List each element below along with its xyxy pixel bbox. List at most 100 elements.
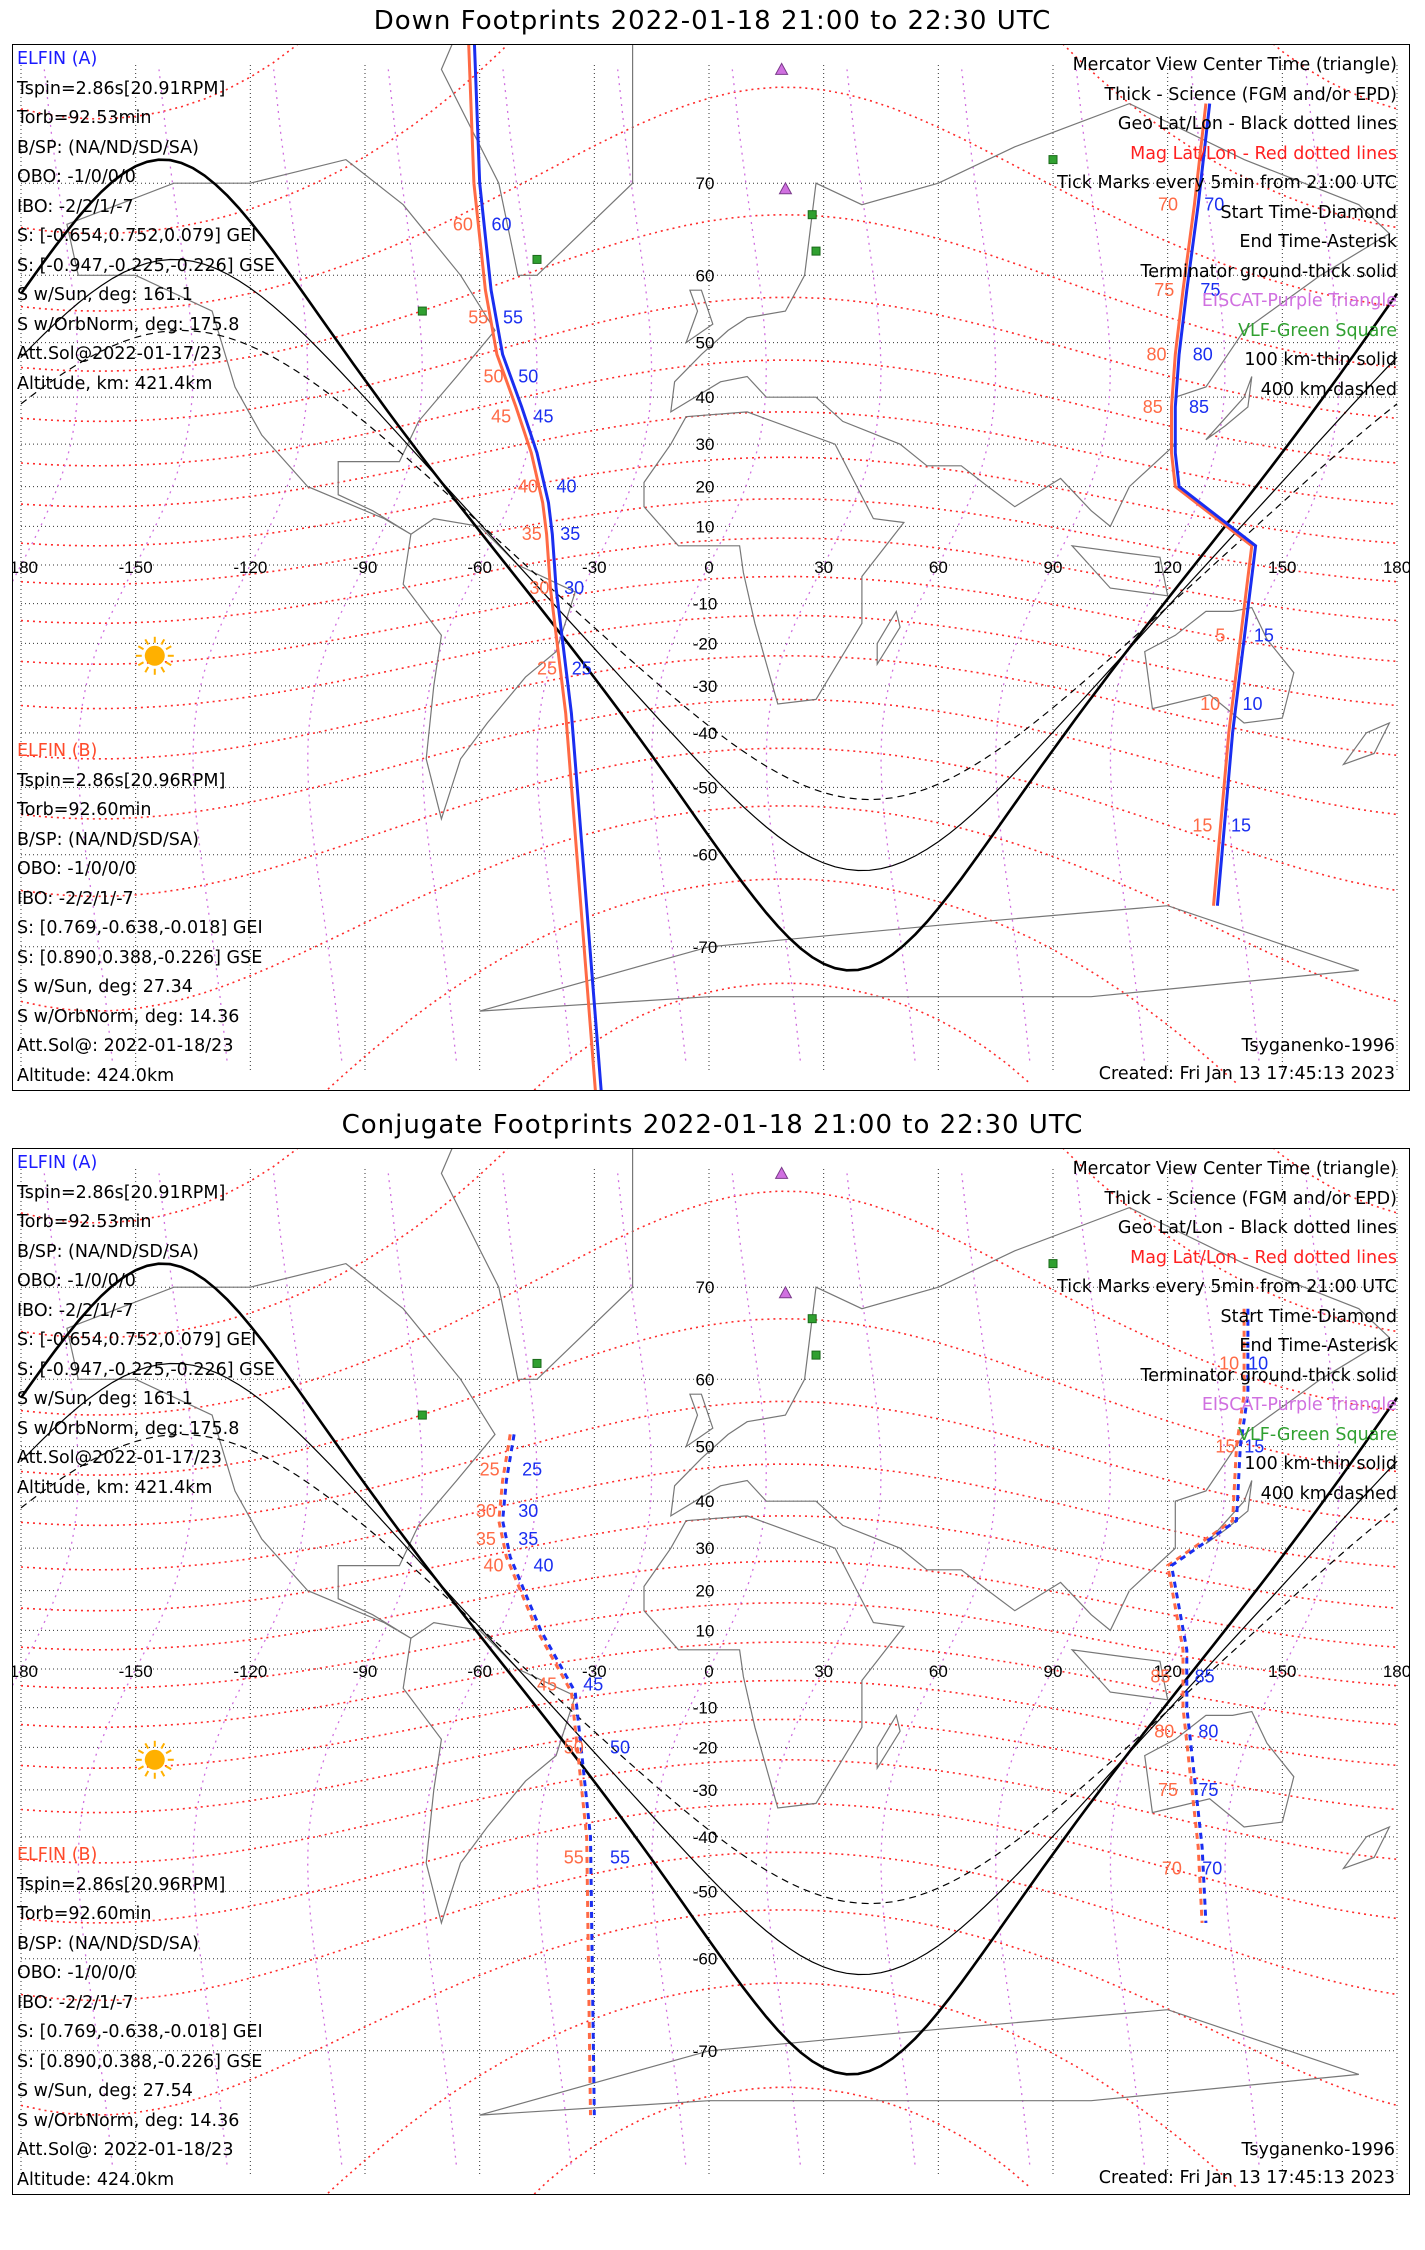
sat-a-east-tick-label: 85 (1189, 397, 1209, 417)
legend-entry: VLF-Green Square (1238, 320, 1397, 341)
sat-b-info-line: S w/Sun, deg: 27.54 (17, 2081, 193, 2101)
sat-b-east-tick-label: 85 (1150, 1667, 1170, 1687)
sat-a-tick-label: 40 (534, 1556, 554, 1576)
lon-tick-label: 90 (1044, 1662, 1063, 1681)
sat-b-tick-label: 60 (453, 214, 473, 234)
mag-parallel (325, 1982, 1238, 2194)
lon-tick-label: 90 (1044, 558, 1063, 577)
eiscat-triangle (778, 1285, 793, 1299)
lon-tick-label: -120 (233, 558, 267, 577)
panel-2-title: Conjugate Footprints 2022-01-18 21:00 to… (341, 1110, 1084, 1140)
eiscat-triangle (778, 181, 793, 195)
land-outline (479, 2009, 1359, 2116)
terminator-ground (19, 1262, 1399, 2076)
sat-a-tick-label: 40 (556, 477, 576, 497)
sat-b-tick-label: 25 (537, 658, 557, 678)
sat-b-info-line: B/SP: (NA/ND/SD/SA) (17, 1933, 199, 1954)
sat-a-info-line: Altitude, km: 421.4km (17, 1477, 213, 1498)
lon-tick-label: 30 (814, 558, 833, 577)
lon-tick-label: -120 (233, 1662, 267, 1681)
sat-a-tick-label: 35 (518, 1529, 538, 1549)
mag-parallel (20, 411, 1398, 508)
sat-a-tick-label: 25 (522, 1460, 542, 1480)
sat-a-east-tick-label: 75 (1200, 280, 1220, 300)
lon-tick-label: 180 (1383, 558, 1409, 577)
map-svg: -180 -150 -120 -90 -60 -30 0 30 60 90 120 150 180 70 6… (13, 45, 1409, 1090)
lon-tick-label: -60 (467, 1662, 492, 1681)
lon-tick-label: -30 (582, 558, 607, 577)
land-outline (1070, 1648, 1169, 1701)
sat-b-info-line: Altitude: 424.0km (17, 1065, 175, 1086)
mag-parallel (20, 1679, 1398, 1770)
lat-tick-label: 60 (696, 1370, 715, 1389)
sat-a-tick-label: 50 (610, 1737, 630, 1757)
created-timestamp: Created: Fri Jan 13 17:45:13 2023 (1098, 1064, 1395, 1084)
sat-b-info-line: B/SP: (NA/ND/SD/SA) (17, 829, 199, 850)
sat-b-info-line: S w/OrbNorm, deg: 14.36 (17, 1006, 240, 1027)
mag-parallel (20, 805, 1398, 1012)
terminator (19, 1262, 1399, 2076)
sat-a-info-line: Torb=92.53min (17, 108, 152, 128)
mag-grid (13, 45, 1398, 1090)
land-outline (1144, 1710, 1295, 1828)
mag-parallel (533, 2086, 1031, 2194)
sat-b-track-east (1166, 1308, 1246, 1923)
vlf-square (417, 306, 427, 316)
land-outline (1341, 721, 1391, 766)
land-outline (440, 45, 634, 276)
sat-a-info-line: B/SP: (NA/ND/SD/SA) (17, 137, 199, 158)
sat-a-info-line: Torb=92.53min (17, 1212, 152, 1232)
sat-a-info-line: S w/OrbNorm, deg: 175.8 (17, 1418, 240, 1439)
sat-a-info: ELFIN (A) Tspin=2.86s[20.91RPM] Torb=92.53… (17, 1149, 275, 1503)
vlf-square (532, 1358, 542, 1368)
sat-a-info: ELFIN (A) Tspin=2.86s[20.91RPM] Torb=92.53… (17, 45, 275, 399)
sat-b-info: ELFIN (B) Tspin=2.86s[20.96RPM] Torb=92.60… (17, 737, 263, 1090)
sat-a-tick-label: 55 (503, 308, 523, 328)
mag-parallel (20, 1718, 1398, 1814)
geo-grid (20, 65, 1398, 1070)
lon-tick-label: 60 (929, 558, 948, 577)
sat-a-east-tick-label: 70 (1204, 195, 1224, 215)
sat-a-track-east (1169, 1308, 1250, 1923)
sat-b-tick-label: 40 (483, 1556, 503, 1576)
legend-entry: Tick Marks every 5min from 21:00 UTC (1057, 1277, 1397, 1297)
sat-b-name: ELFIN (B) (17, 741, 98, 761)
lat-tick-label: 70 (696, 1278, 715, 1297)
lat-tick-label: -20 (693, 1738, 718, 1757)
sat-a-info-line: B/SP: (NA/ND/SD/SA) (17, 1241, 199, 1262)
legend-entry: EISCAT-Purple Triangle (1201, 291, 1397, 311)
sat-a-east-tick-label: 75 (1198, 1780, 1218, 1800)
mag-parallel (20, 1317, 1398, 1476)
legend-entry: Tick Marks every 5min from 21:00 UTC (1057, 173, 1397, 193)
lat-tick-label: 70 (696, 174, 715, 193)
sat-a-east-tick-label: 85 (1195, 1667, 1215, 1687)
lon-tick-label: 120 (1153, 558, 1181, 577)
lon-tick-label: 180 (1383, 1662, 1409, 1681)
sat-a-info-line: OBO: -1/0/0/0 (17, 167, 136, 187)
mag-parallel (20, 45, 1398, 235)
sat-a-info-line: S: [-0.654,0.752,0.079] GEI (17, 226, 257, 246)
vlf-square (1048, 155, 1058, 165)
sat-a-info-line: IBO: -2/2/1/-7 (17, 196, 134, 217)
sat-a-tick-label: 45 (534, 407, 554, 427)
land-outline (66, 158, 496, 535)
sat-b-east-tick-label: 80 (1154, 1721, 1174, 1741)
lon-tick-label: 30 (814, 1662, 833, 1681)
sat-b-tick-label: 45 (537, 1674, 557, 1694)
land-outline (670, 1206, 1391, 1632)
sat-b-tick-label: 25 (480, 1460, 500, 1480)
lat-tick-label: -30 (693, 677, 718, 696)
land-outline (66, 1262, 496, 1639)
lon-tick-label: 0 (704, 1662, 713, 1681)
sat-b-tick-label: 30 (529, 578, 549, 598)
land-outline (1144, 606, 1295, 724)
sat-b-info: ELFIN (B) Tspin=2.86s[20.96RPM] Torb=92.60… (17, 1841, 263, 2194)
land-outline (402, 517, 576, 822)
terminator-100km (20, 1362, 1398, 1976)
lat-tick-label: 40 (696, 1492, 715, 1511)
sat-b-tick-label: 40 (518, 477, 538, 497)
sat-a-name: ELFIN (A) (17, 1153, 98, 1173)
lon-tick-label: 60 (929, 1662, 948, 1681)
sat-a-info-line: S: [-0.947,-0.225,-0.226] GSE (17, 1359, 275, 1380)
legend-entry: 100 km-thin solid (1244, 1454, 1397, 1474)
